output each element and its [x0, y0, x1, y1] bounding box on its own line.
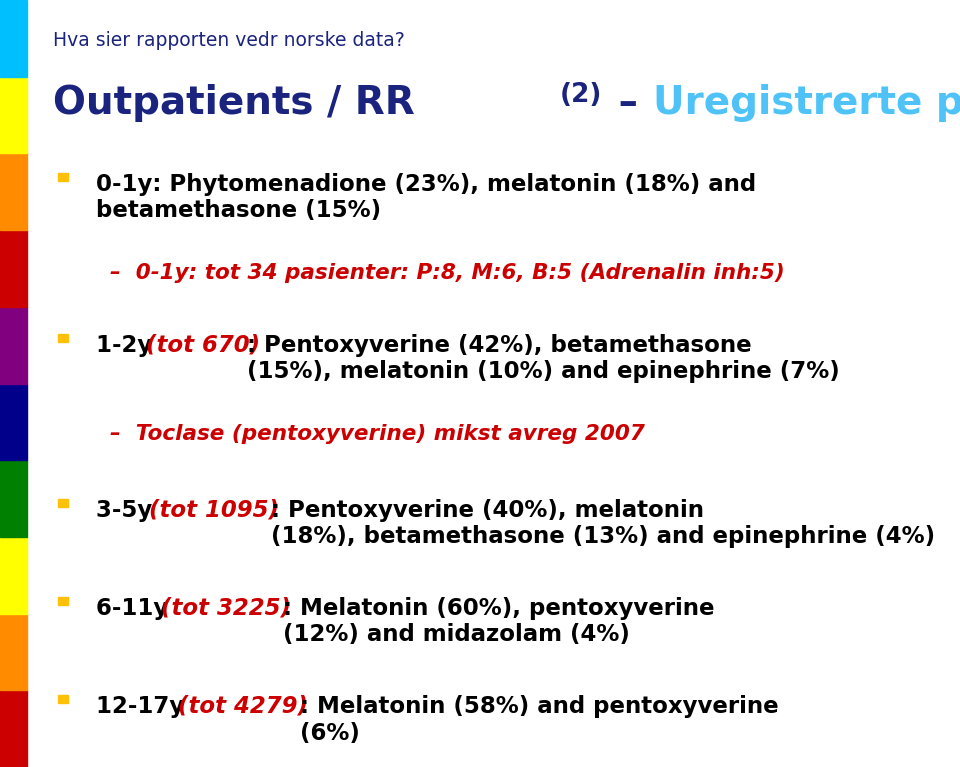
- Text: (tot 670): (tot 670): [146, 334, 260, 357]
- Text: Hva sier rapporten vedr norske data?: Hva sier rapporten vedr norske data?: [53, 31, 404, 50]
- Text: –  Toclase (pentoxyverine) mikst avreg 2007: – Toclase (pentoxyverine) mikst avreg 20…: [110, 424, 645, 444]
- Bar: [58, 499, 68, 507]
- Text: 3-5y: 3-5y: [96, 499, 160, 522]
- Bar: [0, 537, 27, 614]
- Text: 12-17y: 12-17y: [96, 695, 192, 718]
- Text: : Pentoxyverine (40%), melatonin
(18%), betamethasone (13%) and epinephrine (4%): : Pentoxyverine (40%), melatonin (18%), …: [271, 499, 935, 548]
- Text: Uregistrerte prep: Uregistrerte prep: [653, 84, 960, 123]
- Text: 1-2y: 1-2y: [96, 334, 160, 357]
- Bar: [0, 77, 27, 153]
- Bar: [58, 334, 68, 342]
- Text: 0-1y: Phytomenadione (23%), melatonin (18%) and
betamethasone (15%): 0-1y: Phytomenadione (23%), melatonin (1…: [96, 173, 756, 222]
- Text: : Melatonin (58%) and pentoxyverine
(6%): : Melatonin (58%) and pentoxyverine (6%): [300, 695, 779, 745]
- Text: (tot 4279): (tot 4279): [178, 695, 307, 718]
- Bar: [0, 460, 27, 537]
- Text: (2): (2): [560, 82, 602, 108]
- Bar: [0, 153, 27, 230]
- Bar: [0, 0, 27, 77]
- Bar: [58, 173, 68, 181]
- Bar: [58, 695, 68, 703]
- Text: –  0-1y: tot 34 pasienter: P:8, M:6, B:5 (Adrenalin inh:5): – 0-1y: tot 34 pasienter: P:8, M:6, B:5 …: [110, 263, 785, 283]
- Text: : Pentoxyverine (42%), betamethasone
(15%), melatonin (10%) and epinephrine (7%): : Pentoxyverine (42%), betamethasone (15…: [247, 334, 839, 384]
- Bar: [0, 690, 27, 767]
- Text: Outpatients / RR: Outpatients / RR: [53, 84, 428, 123]
- Bar: [0, 230, 27, 307]
- Bar: [58, 597, 68, 605]
- Text: –: –: [605, 84, 651, 123]
- Bar: [0, 307, 27, 384]
- Text: : Melatonin (60%), pentoxyverine
(12%) and midazolam (4%): : Melatonin (60%), pentoxyverine (12%) a…: [283, 597, 714, 647]
- Text: 6-11y: 6-11y: [96, 597, 177, 620]
- Text: (tot 1095): (tot 1095): [149, 499, 278, 522]
- Bar: [0, 384, 27, 460]
- Bar: [0, 614, 27, 690]
- Text: (tot 3225): (tot 3225): [161, 597, 291, 620]
